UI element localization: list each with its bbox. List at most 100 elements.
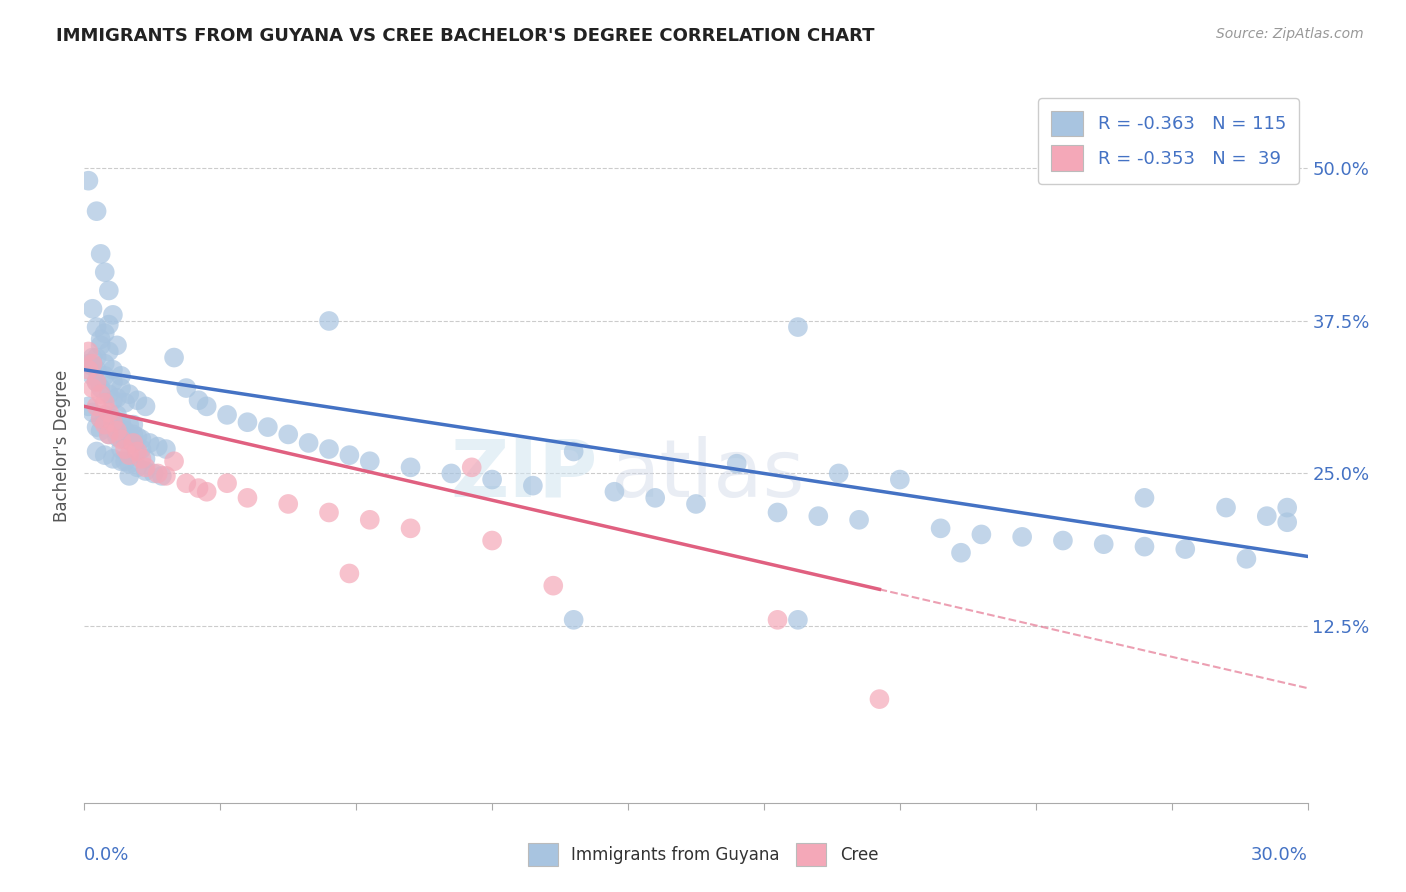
Point xyxy=(86,204,108,219)
Point xyxy=(277,427,299,442)
Point xyxy=(90,424,112,438)
Point xyxy=(1256,509,1278,524)
Point xyxy=(318,506,340,520)
Point xyxy=(110,432,132,446)
Point xyxy=(257,420,280,434)
Point xyxy=(766,613,789,627)
Point xyxy=(110,442,132,456)
Point xyxy=(82,381,104,395)
Point xyxy=(82,301,104,316)
Point xyxy=(399,460,422,475)
Point xyxy=(787,613,810,627)
Point xyxy=(97,284,120,298)
Point xyxy=(114,424,136,438)
Point xyxy=(93,395,117,409)
Point xyxy=(97,405,120,419)
Point xyxy=(461,460,484,475)
Point xyxy=(163,351,186,365)
Point xyxy=(138,436,160,450)
Point xyxy=(176,476,198,491)
Point xyxy=(155,469,177,483)
Point xyxy=(90,332,112,346)
Point xyxy=(787,320,810,334)
Point xyxy=(114,442,136,456)
Point xyxy=(236,491,259,505)
Point xyxy=(481,473,503,487)
Text: Source: ZipAtlas.com: Source: ZipAtlas.com xyxy=(1216,27,1364,41)
Point xyxy=(127,393,149,408)
Point xyxy=(131,451,153,466)
Point xyxy=(135,451,157,466)
Point xyxy=(685,497,707,511)
Point xyxy=(135,400,157,414)
Point xyxy=(82,351,104,365)
Point xyxy=(105,391,128,405)
Point xyxy=(86,420,108,434)
Point xyxy=(82,357,104,371)
Point xyxy=(110,415,132,429)
Point xyxy=(86,320,108,334)
Point xyxy=(93,265,117,279)
Point xyxy=(77,363,100,377)
Point xyxy=(118,417,141,432)
Point xyxy=(118,469,141,483)
Point xyxy=(1052,533,1074,548)
Text: IMMIGRANTS FROM GUYANA VS CREE BACHELOR'S DEGREE CORRELATION CHART: IMMIGRANTS FROM GUYANA VS CREE BACHELOR'… xyxy=(56,27,875,45)
Point xyxy=(101,363,124,377)
Point xyxy=(359,513,381,527)
Point xyxy=(1277,500,1299,515)
Point xyxy=(86,363,108,377)
Point xyxy=(298,436,321,450)
Point xyxy=(163,454,186,468)
Point xyxy=(101,451,124,466)
Point xyxy=(562,444,585,458)
Point xyxy=(522,478,544,492)
Point xyxy=(277,497,299,511)
Legend: R = -0.363   N = 115, R = -0.353   N =  39: R = -0.363 N = 115, R = -0.353 N = 39 xyxy=(1038,98,1299,184)
Point xyxy=(359,454,381,468)
Point xyxy=(146,467,169,481)
Point xyxy=(1092,537,1115,551)
Point xyxy=(110,454,132,468)
Point xyxy=(77,174,100,188)
Point xyxy=(93,326,117,341)
Legend: Immigrants from Guyana, Cree: Immigrants from Guyana, Cree xyxy=(519,835,887,875)
Point xyxy=(766,506,789,520)
Point xyxy=(114,454,136,468)
Point xyxy=(118,457,141,471)
Point xyxy=(90,387,112,401)
Point xyxy=(86,375,108,389)
Point xyxy=(543,579,565,593)
Point xyxy=(481,533,503,548)
Point xyxy=(1133,491,1156,505)
Point xyxy=(217,476,239,491)
Point xyxy=(1236,551,1258,566)
Point xyxy=(105,424,128,438)
Point xyxy=(101,308,124,322)
Point xyxy=(131,442,153,456)
Point xyxy=(77,400,100,414)
Point xyxy=(131,432,153,446)
Point xyxy=(1277,515,1299,529)
Point xyxy=(101,375,124,389)
Point xyxy=(90,381,112,395)
Point xyxy=(90,338,112,352)
Point xyxy=(828,467,851,481)
Point xyxy=(339,448,361,462)
Point xyxy=(110,368,132,383)
Point xyxy=(77,344,100,359)
Point xyxy=(127,444,149,458)
Point xyxy=(118,448,141,462)
Point xyxy=(187,393,209,408)
Point xyxy=(339,566,361,581)
Point xyxy=(110,381,132,395)
Point xyxy=(97,318,120,332)
Text: 0.0%: 0.0% xyxy=(84,846,129,863)
Point xyxy=(93,408,117,422)
Point xyxy=(93,417,117,432)
Point xyxy=(155,442,177,456)
Point xyxy=(603,484,626,499)
Point xyxy=(807,509,830,524)
Point xyxy=(848,513,870,527)
Point xyxy=(90,411,112,425)
